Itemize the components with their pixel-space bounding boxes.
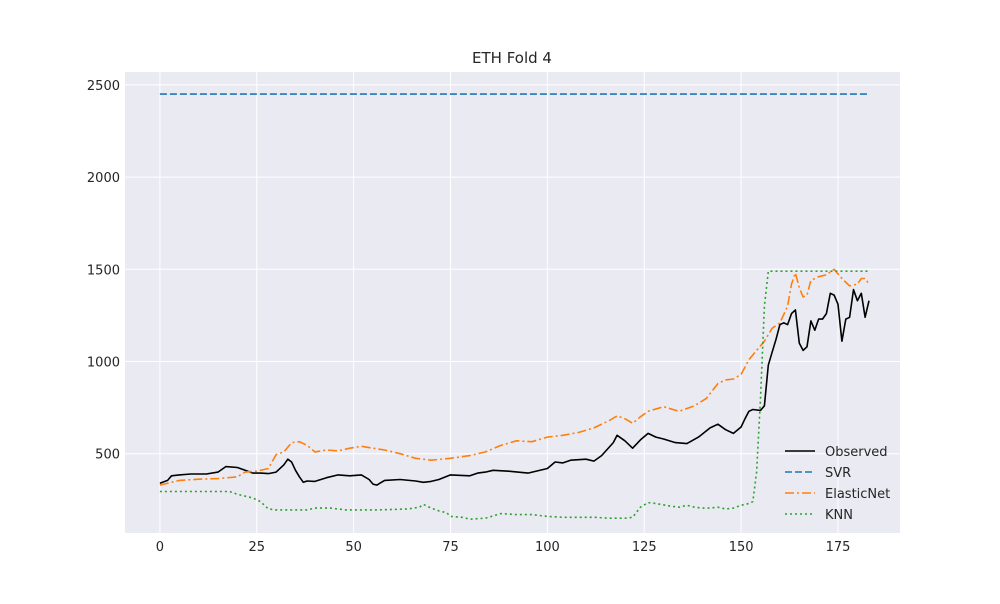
x-tick-label: 150 bbox=[729, 540, 754, 555]
legend-label-knn: KNN bbox=[825, 508, 853, 523]
x-tick-label: 175 bbox=[826, 540, 851, 555]
x-tick-label: 75 bbox=[442, 540, 459, 555]
series-line-observed bbox=[159, 288, 870, 486]
plot-area bbox=[125, 72, 900, 533]
x-tick-label: 125 bbox=[632, 540, 657, 555]
y-tick-label: 500 bbox=[95, 448, 120, 463]
series-line-elasticnet bbox=[159, 268, 870, 486]
y-tick-label: 1000 bbox=[87, 356, 120, 371]
y-tick-label: 2500 bbox=[87, 79, 120, 94]
x-tick-label: 0 bbox=[156, 540, 164, 555]
legend-label-svr: SVR bbox=[825, 466, 851, 481]
chart-title: ETH Fold 4 bbox=[472, 49, 552, 67]
series-line-knn bbox=[159, 270, 869, 521]
legend-label-observed: Observed bbox=[825, 445, 888, 460]
y-tick-label: 1500 bbox=[87, 263, 120, 278]
chart-legend: Observed SVR ElasticNet KNN bbox=[785, 445, 890, 523]
legend-label-elasticnet: ElasticNet bbox=[825, 487, 890, 502]
y-tick-label: 2000 bbox=[87, 171, 120, 186]
x-tick-label: 25 bbox=[248, 540, 265, 555]
x-tick-label: 100 bbox=[535, 540, 560, 555]
x-tick-label: 50 bbox=[345, 540, 362, 555]
